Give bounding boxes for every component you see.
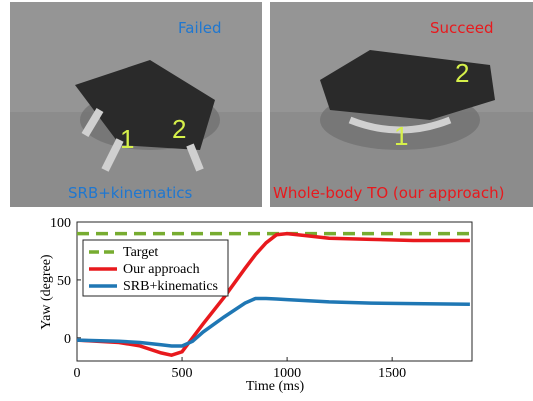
x-tick-label: 500 xyxy=(172,366,193,381)
legend-label: Target xyxy=(123,245,158,260)
marker: 1 xyxy=(394,121,408,151)
marker: 1 xyxy=(120,124,134,154)
marker: 2 xyxy=(455,58,469,88)
method: Whole-body TO (our approach) xyxy=(273,184,504,202)
legend-label: Our approach xyxy=(123,262,200,277)
y-tick-label: 100 xyxy=(50,216,71,231)
panel-left: Failed SRB+kinematics 1 2 xyxy=(10,2,262,207)
x-tick-label: 0 xyxy=(74,366,81,381)
panel-right: Succeed Whole-body TO (our approach) 1 2 xyxy=(270,2,533,207)
legend-label: SRB+kinematics xyxy=(123,279,218,294)
x-tick-label: 1500 xyxy=(378,366,406,381)
y-tick-label: 50 xyxy=(57,274,71,289)
page: Failed SRB+kinematics 1 2 Succeed Whole-… xyxy=(0,0,533,401)
status: Failed xyxy=(178,19,222,37)
status: Succeed xyxy=(430,19,494,37)
series-line xyxy=(77,298,470,345)
x-tick-label: 1000 xyxy=(273,366,301,381)
method: SRB+kinematics xyxy=(68,184,192,202)
figure: Failed SRB+kinematics 1 2 Succeed Whole-… xyxy=(0,0,533,401)
y-label: Yaw (degree) xyxy=(39,254,54,329)
chart: Time (ms) Yaw (degree) 0 500 1000 1500 0 50 10… xyxy=(39,216,472,394)
x-label: Time (ms) xyxy=(246,379,305,394)
marker: 2 xyxy=(172,114,186,144)
y-tick-label: 0 xyxy=(64,332,71,347)
